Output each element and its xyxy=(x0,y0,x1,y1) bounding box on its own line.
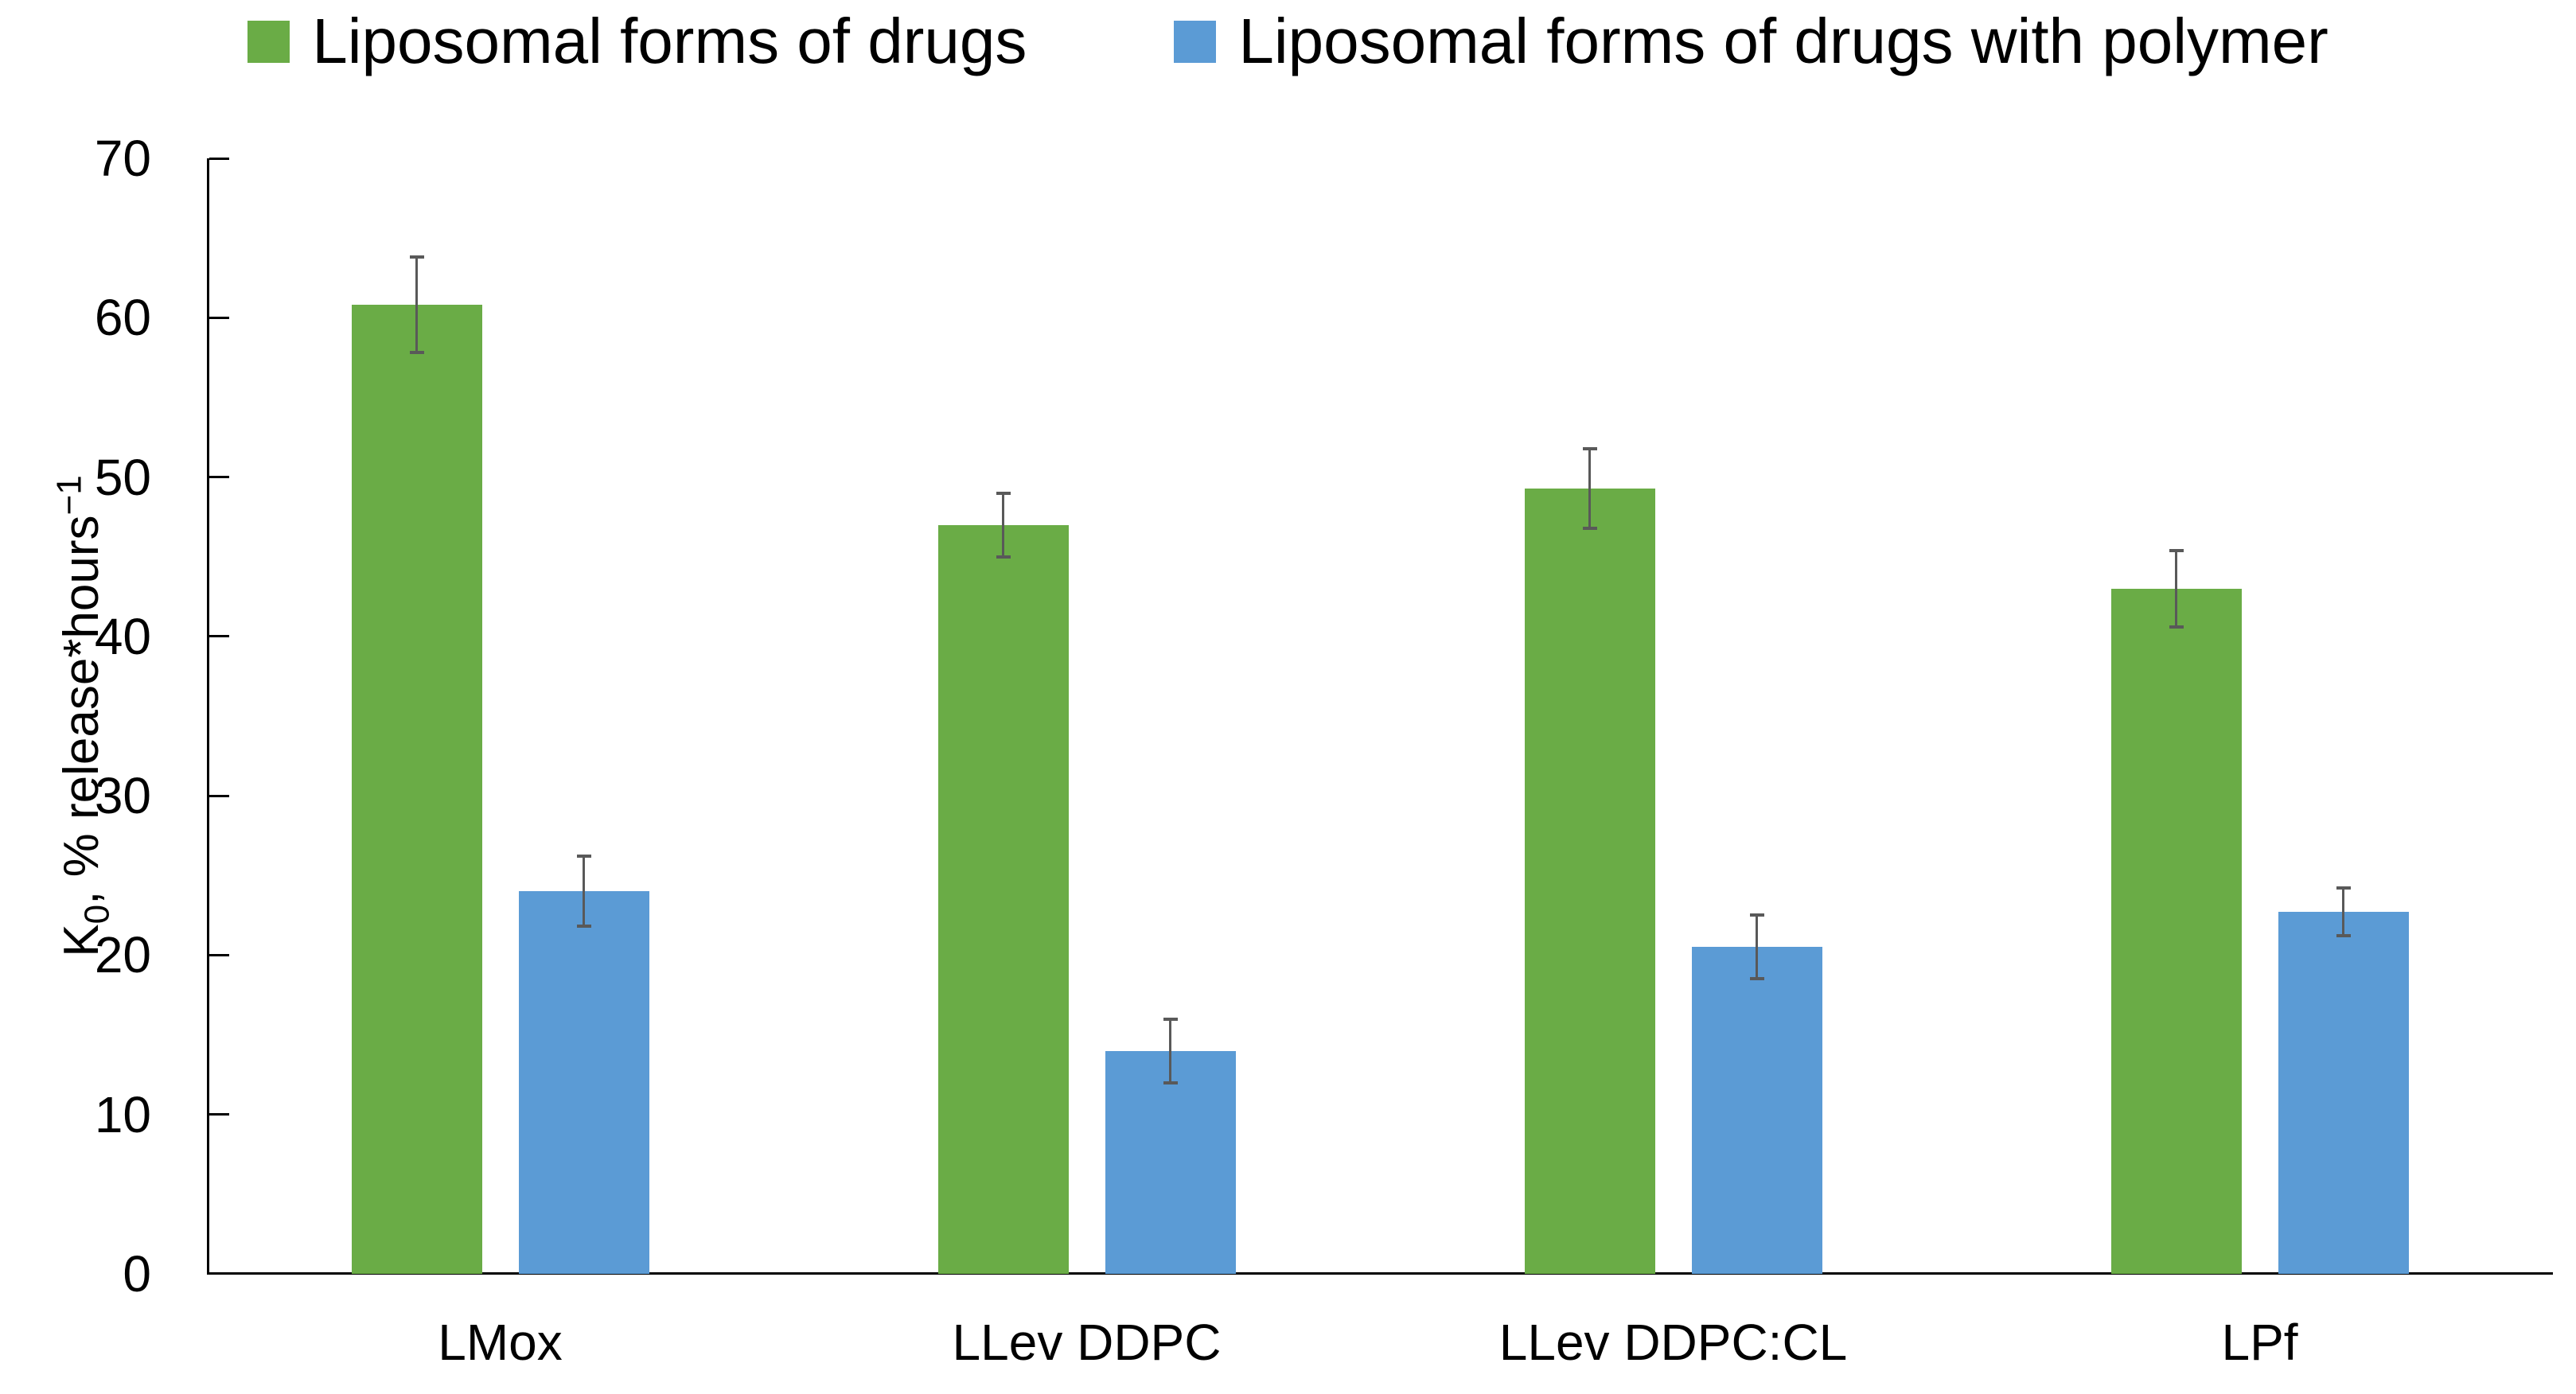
y-tick-mark xyxy=(209,794,229,797)
y-title-mid: , % release*hours xyxy=(54,515,110,905)
y-tick-label: 10 xyxy=(94,1085,151,1143)
legend-label-liposomal: Liposomal forms of drugs xyxy=(312,6,1027,76)
legend-swatch-blue xyxy=(1174,20,1217,63)
y-tick-mark xyxy=(209,635,229,638)
error-bar-cap xyxy=(2336,886,2351,890)
error-bar-cap xyxy=(409,351,424,355)
error-bar-line xyxy=(1002,493,1004,557)
y-tick-label: 70 xyxy=(94,130,151,187)
error-bar-line xyxy=(583,856,585,927)
y-axis-title: K0, % release*hours−1 xyxy=(45,475,122,956)
y-tick-label: 60 xyxy=(94,289,151,347)
bar-blue-1 xyxy=(1105,1050,1236,1274)
error-bar-line xyxy=(2175,550,2177,627)
bar-blue-0 xyxy=(518,891,649,1274)
legend-swatch-green xyxy=(247,20,290,63)
error-bar-line xyxy=(1756,915,1758,979)
bar-green-2 xyxy=(1524,488,1655,1274)
error-bar-cap xyxy=(996,555,1011,559)
error-bar-line xyxy=(415,257,418,353)
y-tick-mark xyxy=(209,476,229,479)
y-tick-mark xyxy=(209,316,229,319)
category-label: LPf xyxy=(2221,1314,2298,1371)
x-axis-line xyxy=(207,1272,2553,1275)
error-bar-cap xyxy=(1163,1017,1178,1021)
error-bar-line xyxy=(2342,888,2344,936)
category-label: LLev DDPC:CL xyxy=(1498,1314,1848,1371)
y-axis-line xyxy=(207,158,209,1274)
bar-green-1 xyxy=(937,524,1069,1274)
y-tick-mark xyxy=(209,953,229,956)
bar-green-3 xyxy=(2110,588,2242,1274)
legend-item-liposomal: Liposomal forms of drugs xyxy=(247,6,1027,76)
y-tick-label: 30 xyxy=(94,767,151,825)
legend-label-liposomal-polymer: Liposomal forms of drugs with polymer xyxy=(1238,6,2329,76)
error-bar-cap xyxy=(2169,625,2184,629)
error-bar-cap xyxy=(1582,446,1597,450)
error-bar-line xyxy=(1169,1018,1171,1083)
error-bar-cap xyxy=(576,855,591,859)
y-tick-label: 20 xyxy=(94,926,151,984)
y-tick-label: 0 xyxy=(123,1245,151,1302)
error-bar-cap xyxy=(1582,526,1597,530)
bar-blue-3 xyxy=(2278,912,2409,1274)
error-bar-cap xyxy=(996,491,1011,495)
bar-green-0 xyxy=(351,305,482,1274)
error-bar-cap xyxy=(409,255,424,259)
y-tick-label: 40 xyxy=(94,607,151,665)
category-label: LLev DDPC xyxy=(952,1314,1222,1371)
error-bar-cap xyxy=(2336,934,2351,938)
legend: Liposomal forms of drugs Liposomal forms… xyxy=(0,6,2576,76)
error-bar-cap xyxy=(576,925,591,929)
category-label: LMox xyxy=(438,1314,563,1371)
error-bar-cap xyxy=(2169,548,2184,552)
error-bar-cap xyxy=(1749,913,1764,917)
legend-item-liposomal-polymer: Liposomal forms of drugs with polymer xyxy=(1174,6,2329,76)
y-tick-mark xyxy=(209,157,229,160)
error-bar-cap xyxy=(1163,1081,1178,1084)
error-bar-cap xyxy=(1749,977,1764,981)
y-tick-label: 50 xyxy=(94,448,151,506)
bar-blue-2 xyxy=(1691,947,1822,1274)
y-title-sub: 0 xyxy=(77,904,117,925)
error-bar-line xyxy=(1588,448,1591,528)
y-tick-mark xyxy=(209,1113,229,1116)
